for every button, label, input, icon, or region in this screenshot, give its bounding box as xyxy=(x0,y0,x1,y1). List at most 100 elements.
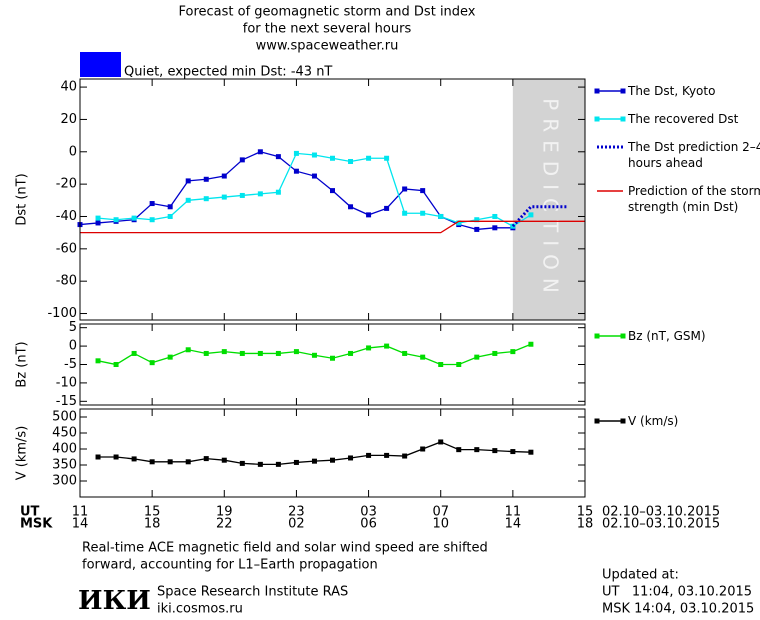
updated: MSK 14:04, 03.10.2015 xyxy=(602,602,754,617)
point xyxy=(275,461,281,467)
legend-icon xyxy=(597,190,623,192)
y-tick-label: 350 xyxy=(52,458,77,473)
point xyxy=(293,349,299,355)
y-tick-label: 20 xyxy=(60,112,77,127)
y-tick-label: 40 xyxy=(60,80,77,95)
point xyxy=(348,158,354,164)
x-tick-label: 18 xyxy=(144,517,161,532)
point xyxy=(492,448,498,454)
point xyxy=(311,458,317,464)
legend-marker xyxy=(594,418,600,424)
point xyxy=(384,452,390,458)
y-axis-label: V (km/s) xyxy=(15,426,30,481)
point xyxy=(185,347,191,353)
legend-label: V (km/s) xyxy=(628,414,679,428)
x-row-label: MSK xyxy=(20,517,53,532)
point xyxy=(330,155,335,161)
prediction-label: PREDICTION xyxy=(538,98,562,301)
legend-item: The Dst prediction 2–4 hours ahead xyxy=(594,139,760,171)
legend-label: The Dst prediction 2–4 hours ahead xyxy=(628,140,760,170)
point xyxy=(420,210,426,216)
point xyxy=(366,452,372,458)
y-tick-label: -10 xyxy=(56,375,77,390)
point xyxy=(384,343,390,349)
point xyxy=(167,354,173,360)
point xyxy=(185,178,191,184)
point xyxy=(330,188,335,194)
point xyxy=(221,194,227,200)
x-tick-label: 07 xyxy=(432,505,449,520)
legend-icon xyxy=(594,88,626,94)
point xyxy=(474,217,480,223)
point xyxy=(131,456,137,462)
legend-icon xyxy=(594,333,626,339)
legend: V (km/s) xyxy=(594,413,760,441)
point xyxy=(221,349,227,355)
x-tick-label: 22 xyxy=(216,517,233,532)
legend-label: Prediction of the storm strength (min Ds… xyxy=(628,184,760,214)
y-tick-label: -20 xyxy=(56,177,77,192)
legend-item: The Dst, Kyoto xyxy=(594,83,760,99)
point xyxy=(384,205,390,211)
x-tick-label: 10 xyxy=(432,517,449,532)
point xyxy=(510,449,516,455)
point xyxy=(185,197,191,203)
point xyxy=(221,457,227,463)
plot-frame xyxy=(79,78,586,321)
point xyxy=(420,354,426,360)
x-tick-label: 11 xyxy=(72,505,89,520)
point xyxy=(149,360,155,366)
legend-label: The recovered Dst xyxy=(628,112,739,126)
note: Real-time ACE magnetic field and solar w… xyxy=(82,541,488,556)
point xyxy=(113,454,119,460)
point xyxy=(257,191,263,197)
point xyxy=(203,196,209,202)
point xyxy=(275,350,281,356)
legend-label: The Dst, Kyoto xyxy=(628,84,716,98)
point xyxy=(366,345,372,351)
plot-frame xyxy=(79,323,586,406)
point xyxy=(167,459,173,465)
point xyxy=(275,154,281,160)
legend-marker xyxy=(594,116,600,122)
point xyxy=(348,204,354,210)
x-tick-label: 23 xyxy=(288,505,305,520)
point xyxy=(492,350,498,356)
point xyxy=(348,455,354,461)
point xyxy=(149,459,155,465)
y-tick-label: 450 xyxy=(52,426,77,441)
point xyxy=(474,226,480,232)
point xyxy=(438,439,444,445)
point xyxy=(185,459,191,465)
x-tick-label: 02 xyxy=(288,517,305,532)
point xyxy=(149,217,155,223)
point xyxy=(311,152,317,158)
point xyxy=(203,176,209,182)
legend: The Dst, Kyoto The recovered Dst The Dst p… xyxy=(594,83,760,227)
point xyxy=(402,350,408,356)
status-swatch xyxy=(80,52,121,77)
institute: Space Research Institute RAS xyxy=(157,585,348,600)
title: for the next several hours xyxy=(243,22,412,37)
legend-icon xyxy=(594,116,626,122)
point xyxy=(456,362,462,367)
y-tick-label: 5 xyxy=(69,320,77,335)
point xyxy=(203,350,209,356)
point xyxy=(492,225,498,231)
point xyxy=(474,447,480,453)
y-axis-label: Dst (nT) xyxy=(15,173,30,225)
prediction-band xyxy=(512,79,585,320)
point xyxy=(167,213,173,219)
y-axis-label: Bz (nT) xyxy=(15,341,30,387)
point xyxy=(293,459,299,465)
point xyxy=(113,362,119,367)
y-tick-label: 300 xyxy=(52,474,77,489)
point xyxy=(420,446,426,452)
y-tick-label: 0 xyxy=(69,339,77,354)
x-tick-label: 15 xyxy=(144,505,161,520)
title: Forecast of geomagnetic storm and Dst in… xyxy=(178,5,475,20)
x-row-label: UT xyxy=(20,505,40,520)
y-tick-label: -80 xyxy=(56,274,77,289)
point xyxy=(293,168,299,174)
